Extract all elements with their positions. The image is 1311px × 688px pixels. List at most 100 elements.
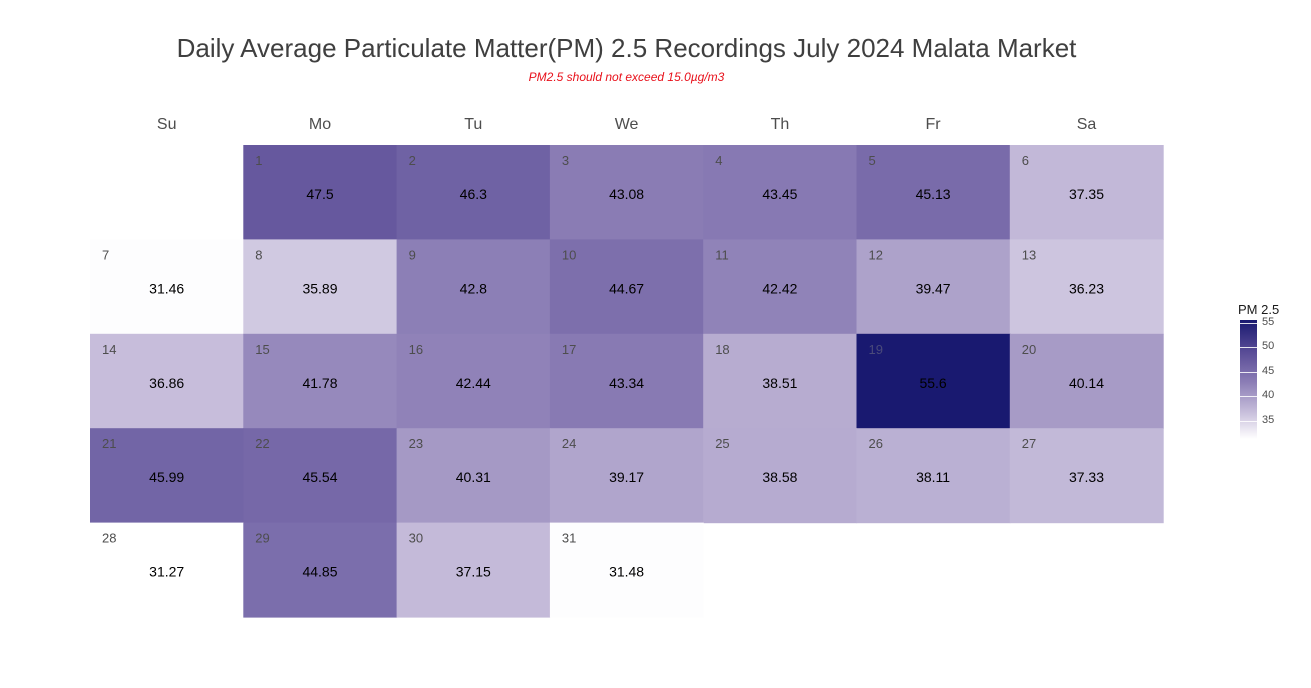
day-value-label: 40.31 xyxy=(456,469,491,485)
day-value-label: 46.3 xyxy=(460,186,487,202)
day-number: 7 xyxy=(102,247,109,262)
day-cell: 10 44.67 xyxy=(549,239,704,335)
day-cell-fill xyxy=(1009,333,1164,429)
day-cell-fill xyxy=(243,333,398,429)
day-value-label: 43.34 xyxy=(609,375,644,391)
day-cell: 26 38.11 xyxy=(856,428,1011,524)
day-number: 1 xyxy=(255,153,262,168)
day-cell-fill xyxy=(549,333,704,429)
day-cell-fill xyxy=(703,239,858,335)
day-cell: 637.35 xyxy=(1009,145,1164,240)
day-number: 8 xyxy=(255,247,262,262)
day-value-label: 37.15 xyxy=(456,564,491,580)
day-cell: 20 40.14 xyxy=(1009,333,1164,429)
day-number: 16 xyxy=(409,342,423,357)
day-cell: 27 37.33 xyxy=(1009,428,1164,524)
day-cell: 30 37.15 xyxy=(396,522,551,618)
day-number: 15 xyxy=(255,342,269,357)
day-cell-fill xyxy=(396,428,551,524)
legend-title: PM 2.5 xyxy=(1238,302,1280,317)
day-cell-fill xyxy=(549,522,704,618)
day-number: 12 xyxy=(869,247,883,262)
day-number: 3 xyxy=(562,153,569,168)
day-number: 18 xyxy=(715,342,729,357)
day-cell-fill xyxy=(396,239,551,335)
day-cell-fill xyxy=(856,239,1011,335)
day-value-label: 41.78 xyxy=(302,375,337,391)
weekday-label-th: Th xyxy=(771,116,790,133)
day-value-label: 42.44 xyxy=(456,375,491,391)
legend-tick-mark xyxy=(1240,347,1257,349)
day-cell-fill xyxy=(1009,428,1164,524)
legend-tick-mark xyxy=(1240,371,1257,373)
day-value-label: 31.27 xyxy=(149,564,184,580)
day-cell: 942.8 xyxy=(396,239,551,335)
day-cell-fill xyxy=(243,522,398,618)
day-value-label: 42.8 xyxy=(460,280,487,296)
day-cell-fill xyxy=(243,145,398,240)
day-cell: 23 40.31 xyxy=(396,428,551,524)
weekday-label-mo: Mo xyxy=(309,116,331,133)
day-value-label: 45.99 xyxy=(149,469,184,485)
day-cell: 11 42.42 xyxy=(703,239,858,335)
day-value-label: 55.6 xyxy=(919,375,946,391)
day-number: 30 xyxy=(409,531,423,546)
day-cell-fill xyxy=(90,239,244,335)
weekday-label-fr: Fr xyxy=(926,116,942,133)
day-cell-fill xyxy=(856,145,1011,240)
day-cell-fill xyxy=(396,145,551,240)
legend-tick-label: 45 xyxy=(1262,364,1275,377)
day-cell-fill xyxy=(1009,145,1164,240)
day-value-label: 31.46 xyxy=(149,280,184,296)
day-value-label: 36.23 xyxy=(1069,280,1104,296)
day-number: 9 xyxy=(409,247,416,262)
day-cell: 13 36.23 xyxy=(1009,239,1164,335)
legend-tick-mark xyxy=(1240,396,1257,398)
day-number: 11 xyxy=(715,247,729,262)
day-number: 27 xyxy=(1022,436,1036,451)
day-number: 2 xyxy=(409,153,416,168)
legend-color-bar xyxy=(1240,320,1257,439)
day-number: 31 xyxy=(562,531,576,546)
day-cell: 246.3 xyxy=(396,145,551,240)
day-cell-fill xyxy=(396,333,551,429)
day-number: 19 xyxy=(869,342,883,357)
day-cell: 731.46 xyxy=(90,239,244,335)
day-cell-fill xyxy=(856,428,1011,524)
day-cell-fill xyxy=(549,428,704,524)
day-cell: 12 39.47 xyxy=(856,239,1011,335)
day-cell-fill xyxy=(703,333,858,429)
day-cell-fill xyxy=(243,428,398,524)
day-number: 22 xyxy=(255,436,269,451)
day-value-label: 47.5 xyxy=(306,186,333,202)
day-number: 28 xyxy=(102,531,116,546)
day-cell: 14 36.86 xyxy=(90,333,244,429)
day-cell: 19 55.6 xyxy=(856,333,1011,429)
legend: PM 2.5 xyxy=(1236,302,1296,442)
day-cell-fill xyxy=(856,333,1011,429)
day-number: 21 xyxy=(102,436,116,451)
day-value-label: 38.51 xyxy=(762,375,797,391)
day-cell: 15 41.78 xyxy=(243,333,398,429)
day-cell: 16 42.44 xyxy=(396,333,551,429)
day-cell: 31 31.48 xyxy=(549,522,704,618)
day-cell: 835.89 xyxy=(243,239,398,335)
day-cell-fill xyxy=(703,428,858,524)
day-number: 26 xyxy=(869,436,883,451)
day-cell: 29 44.85 xyxy=(243,522,398,618)
legend-tick-label: 35 xyxy=(1262,413,1275,426)
legend-tick-mark xyxy=(1240,322,1257,324)
day-value-label: 39.17 xyxy=(609,469,644,485)
day-value-label: 43.08 xyxy=(609,186,644,202)
legend-tick-mark xyxy=(1240,420,1257,422)
day-cell-fill xyxy=(243,239,398,335)
day-cell: 25 38.58 xyxy=(703,428,858,524)
day-number: 4 xyxy=(715,153,722,168)
day-cell: 18 38.51 xyxy=(703,333,858,429)
day-cell: 17 43.34 xyxy=(549,333,704,429)
day-cell-fill xyxy=(90,522,244,618)
day-number: 20 xyxy=(1022,342,1036,357)
day-number: 25 xyxy=(715,436,729,451)
day-cell: 343.08 xyxy=(549,145,704,240)
